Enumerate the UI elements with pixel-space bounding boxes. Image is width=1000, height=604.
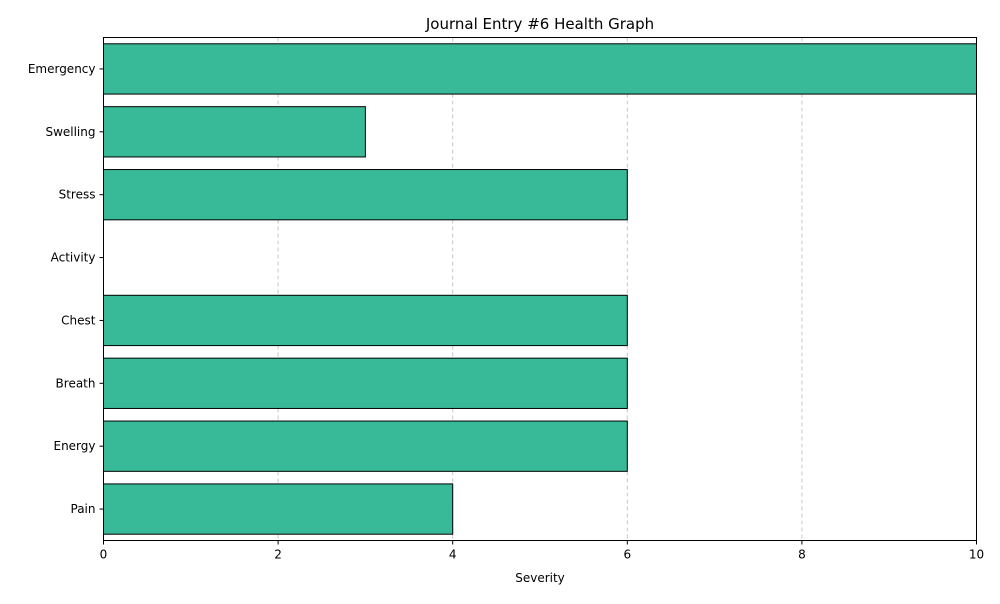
y-tick-label-stress: Stress [59, 188, 96, 202]
y-tick-label-energy: Energy [53, 439, 95, 453]
bar-energy [103, 420, 628, 472]
x-tick-label-2: 2 [274, 548, 282, 562]
x-tick-label-4: 4 [449, 548, 457, 562]
bar-pain [103, 483, 454, 535]
bar-swelling [103, 106, 366, 158]
y-tick-label-breath: Breath [56, 376, 96, 390]
y-tick-label-swelling: Swelling [45, 125, 95, 139]
bar-emergency [103, 43, 977, 95]
x-tick-label-8: 8 [798, 548, 806, 562]
x-tick-label-10: 10 [969, 548, 984, 562]
x-tick-label-6: 6 [623, 548, 631, 562]
x-axis-label: Severity [515, 571, 565, 585]
y-tick-label-activity: Activity [51, 251, 96, 265]
y-tick-label-pain: Pain [71, 502, 96, 516]
chart-title: Journal Entry #6 Health Graph [425, 15, 654, 33]
bar-stress [103, 169, 628, 221]
y-tick-label-emergency: Emergency [28, 62, 96, 76]
bar-breath [103, 357, 628, 409]
x-tick-label-0: 0 [100, 548, 108, 562]
bars [103, 43, 977, 535]
plot-frame [103, 37, 977, 541]
bar-chest [103, 294, 628, 347]
y-axis-ticks: Pain Energy Breath Chest Activity Stress Swell… [28, 62, 104, 516]
y-tick-label-chest: Chest [61, 313, 96, 327]
x-axis-ticks: 0 2 4 6 8 10 [100, 540, 984, 562]
